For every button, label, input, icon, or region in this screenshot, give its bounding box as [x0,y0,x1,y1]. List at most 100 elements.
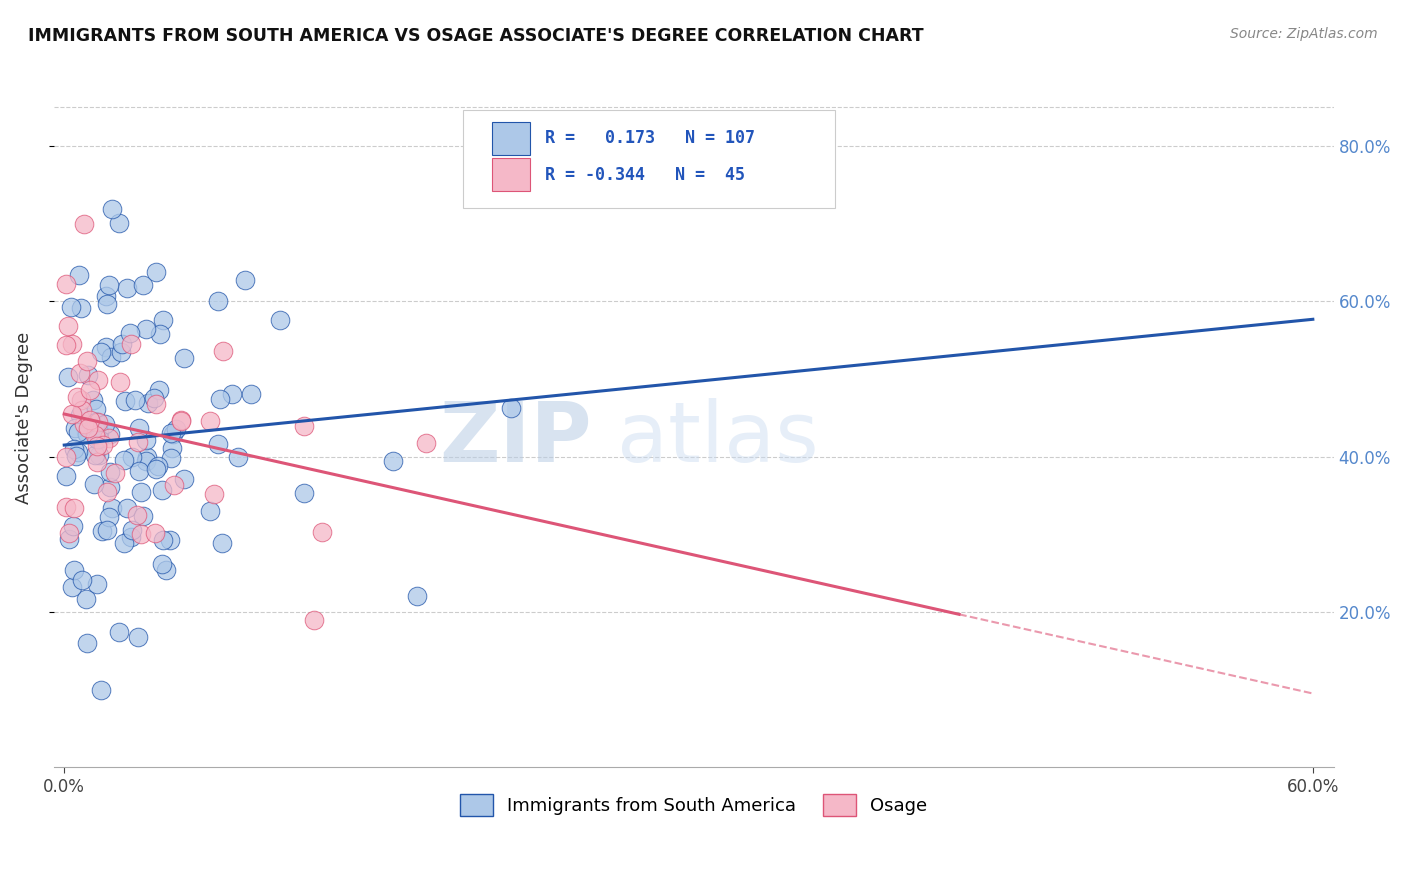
Point [58,533,80,547]
Point [63,563,86,577]
Point [55,469,77,483]
Point [170,413,193,427]
Legend: Immigrants from South America, Osage: Immigrants from South America, Osage [451,785,936,824]
Point [89,448,111,462]
Point [55,500,77,515]
Point [129,484,152,499]
Point [63,501,86,516]
Point [87,373,110,387]
Point [129,526,152,541]
Point [148,383,170,397]
Point [173,351,195,366]
Point [200,414,222,428]
Point [84,402,107,417]
Point [86,439,108,453]
Point [55,338,77,352]
Point [100,427,122,442]
Point [79,413,101,427]
Point [170,414,193,428]
Point [69,367,91,381]
Point [82,392,104,407]
Point [108,216,131,230]
Point [302,613,325,627]
Point [292,419,315,434]
Point [150,483,173,498]
Point [120,530,142,544]
Point [117,280,139,294]
Point [132,277,155,292]
Point [162,426,184,441]
Point [76,353,98,368]
Point [58,526,80,541]
Point [135,454,157,468]
Bar [492,121,530,155]
Point [55,450,77,464]
Point [83,427,105,442]
Point [66,444,89,458]
Point [96,340,118,354]
Text: R = -0.344   N =  45: R = -0.344 N = 45 [546,166,745,184]
Point [63,421,86,435]
Point [90,344,112,359]
Point [97,510,120,524]
Point [160,441,183,455]
Point [136,396,159,410]
Point [72,217,94,231]
Point [108,625,131,640]
Point [100,202,122,216]
Point [91,438,114,452]
Point [221,387,243,401]
Point [75,425,97,440]
Point [501,401,523,415]
Point [239,387,262,401]
Text: Source: ZipAtlas.com: Source: ZipAtlas.com [1230,27,1378,41]
Point [67,268,90,282]
Point [55,277,77,292]
Point [60,407,83,421]
Point [94,289,117,303]
Point [104,466,127,480]
Point [128,465,150,479]
Point [60,336,83,351]
Point [70,301,93,316]
Text: atlas: atlas [617,399,818,479]
Point [60,300,83,314]
Point [62,519,84,533]
Point [75,592,97,607]
Point [108,375,131,389]
Point [60,580,83,594]
Point [70,573,93,587]
Point [114,394,136,409]
Point [135,433,157,447]
Point [160,451,183,466]
Point [94,417,117,431]
Point [124,392,146,407]
Point [100,351,122,365]
Point [101,500,124,515]
Point [145,461,167,475]
Point [70,393,93,408]
Point [152,313,174,327]
Point [69,408,91,422]
Point [415,436,437,450]
Point [159,533,181,548]
Point [86,455,108,469]
Point [82,417,104,432]
Point [226,450,249,464]
Y-axis label: Associate's Degree: Associate's Degree [15,332,32,504]
Point [165,422,187,436]
Point [143,526,166,541]
Point [67,425,90,439]
Point [294,486,316,500]
Text: ZIP: ZIP [439,399,592,479]
Point [132,509,155,524]
Point [73,417,96,431]
Point [70,403,93,417]
Point [66,390,89,404]
Point [202,487,225,501]
Point [90,682,112,697]
Point [155,563,177,577]
Point [96,296,118,310]
Point [149,327,172,342]
Point [98,278,121,293]
